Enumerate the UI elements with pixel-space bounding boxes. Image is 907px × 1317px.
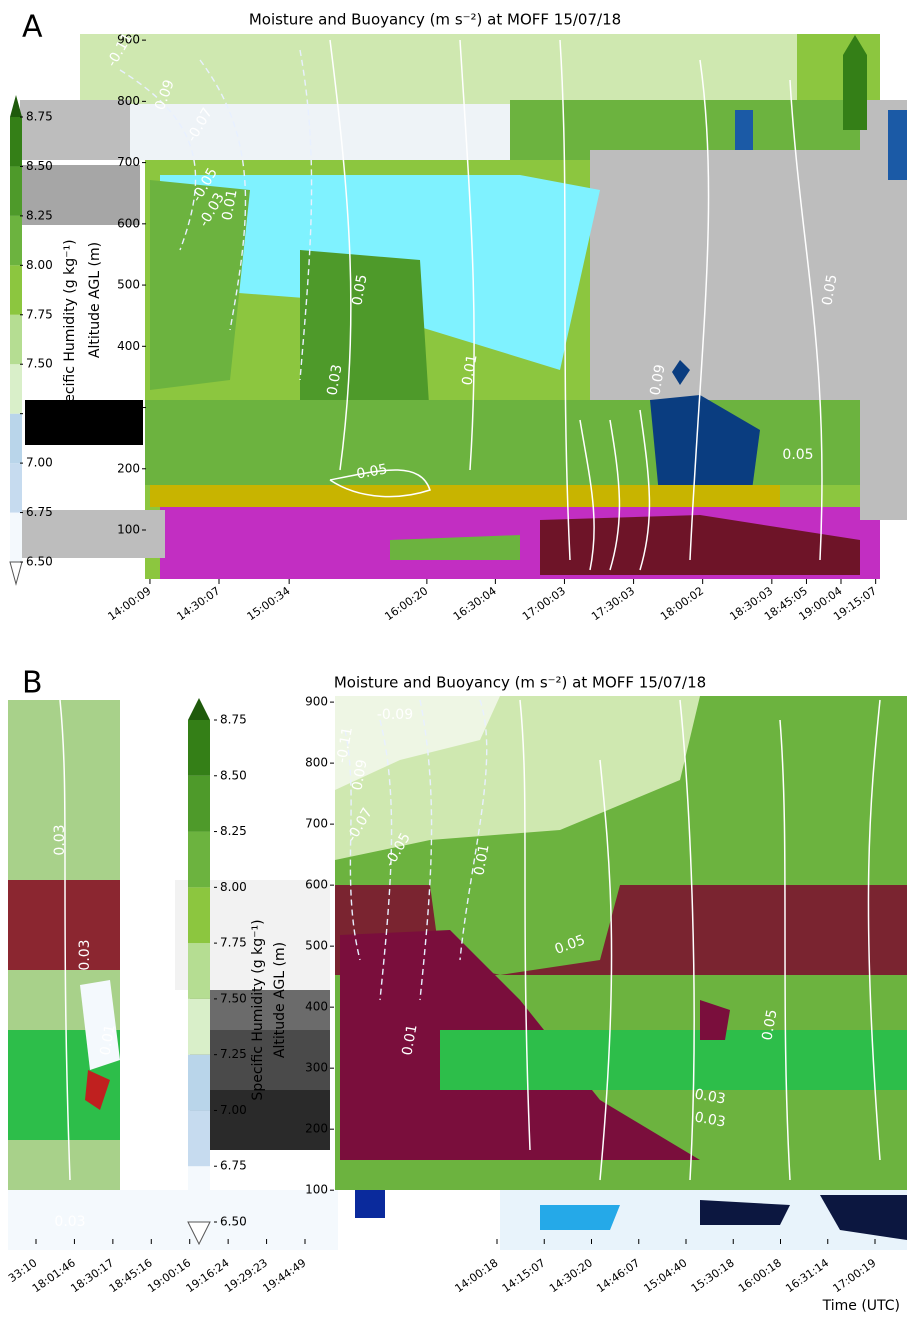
colorbar-tick-label: 7.50	[220, 991, 247, 1005]
x-axis-label: Time (UTC)	[822, 1298, 900, 1314]
contour-label: 0.03	[54, 1214, 85, 1230]
colorbar-tick-label: 8.25	[220, 824, 247, 838]
x-tick-label: 15:00:34	[245, 584, 293, 623]
colorbar-tick-label: 8.25	[26, 208, 53, 222]
y-tick-label: 600	[117, 216, 140, 230]
colorbar-segment	[10, 117, 22, 166]
y-tick-label: 100	[117, 523, 140, 537]
colorbar-extend-max	[188, 698, 210, 720]
y-tick-label: 200	[305, 1122, 328, 1136]
colorbar-segment	[10, 265, 22, 314]
x-tick-label: 16:30:04	[451, 584, 499, 623]
colorbar-segment	[188, 776, 210, 832]
x-tick-label: 16:31:14	[783, 1256, 831, 1295]
panel-b-fields	[8, 696, 907, 1250]
contour-label: 0.03	[77, 939, 93, 970]
panel-letter: A	[22, 10, 43, 45]
colorbar-label: Specific Humidity (g kg⁻¹)	[250, 919, 266, 1100]
y-tick-label: 500	[117, 278, 140, 292]
colorbar-tick-label: 7.75	[26, 307, 53, 321]
colorbar-tick-label: 8.50	[220, 768, 247, 782]
colorbar-tick-label: 6.75	[220, 1159, 247, 1173]
x-tick-label: 18:00:02	[658, 584, 706, 623]
colorbar-segment	[10, 166, 22, 215]
y-axis-label: Altitude AGL (m)	[87, 242, 103, 358]
colorbar-tick-label: 7.00	[220, 1103, 247, 1117]
y-tick-label: 700	[305, 817, 328, 831]
x-tick-label: 16:00:20	[382, 584, 430, 623]
y-tick-label: 500	[305, 939, 328, 953]
x-tick-label: 15:04:40	[642, 1256, 690, 1295]
x-tick-label: 15:30:18	[689, 1256, 737, 1295]
y-tick-label: 300	[305, 1061, 328, 1075]
colorbar-segment	[10, 414, 22, 463]
y-tick-label: 600	[305, 878, 328, 892]
y-tick-label: 800	[305, 756, 328, 770]
x-tick-label: 16:00:18	[736, 1256, 784, 1295]
x-tick-label: 17:00:19	[831, 1256, 879, 1295]
x-tick-label: 14:00:18	[453, 1256, 501, 1295]
colorbar-segment	[188, 1110, 210, 1166]
y-tick-label: 100	[305, 1183, 328, 1197]
colorbar-extend-min	[10, 562, 22, 584]
colorbar-tick-label: 7.75	[220, 936, 247, 950]
colorbar-tick-label: 8.75	[220, 713, 247, 727]
colorbar-tick-label: 6.50	[26, 555, 53, 569]
contour-label: 0.03	[52, 824, 68, 855]
colorbar-tick-label: 8.50	[26, 159, 53, 173]
colorbar-tick-label: 8.75	[26, 110, 53, 124]
x-tick-label: 17:30:03	[589, 584, 637, 623]
chart-title: Moisture and Buoyancy (m s⁻²) at MOFF 15…	[334, 674, 706, 692]
x-tick-label: 14:15:07	[500, 1256, 548, 1295]
colorbar-tick-label: 7.25	[26, 406, 53, 420]
contour-label: 0.05	[782, 447, 813, 463]
y-tick-label: 700	[117, 155, 140, 169]
x-tick-label: 19:44:49	[261, 1256, 309, 1295]
colorbar-tick-label: 8.00	[220, 880, 247, 894]
colorbar-segment	[188, 720, 210, 776]
y-tick-label: 400	[117, 339, 140, 353]
colorbar-segment	[188, 832, 210, 888]
colorbar-tick-label: 7.25	[220, 1047, 247, 1061]
panel-a-fields	[20, 34, 907, 579]
colorbar-tick-label: 8.00	[26, 258, 53, 272]
x-tick-label: 14:30:07	[175, 584, 223, 623]
colorbar-segment	[10, 364, 22, 413]
x-tick-label: 14:00:09	[105, 584, 153, 623]
figure: A Moisture and Buoyancy (m s⁻²) at MOFF 1…	[0, 0, 907, 1317]
colorbar-segment	[10, 216, 22, 265]
y-tick-label: 400	[305, 1000, 328, 1014]
y-axis-label: Altitude AGL (m)	[272, 942, 288, 1058]
y-tick-label: 200	[117, 461, 140, 475]
x-tick-label: 14:30:20	[547, 1256, 595, 1295]
colorbar-segment	[188, 1055, 210, 1111]
colorbar-tick-label: 6.75	[26, 505, 53, 519]
panel-letter: B	[22, 666, 43, 701]
y-tick-label: 800	[117, 94, 140, 108]
colorbar-segment	[188, 887, 210, 943]
contour-label: -0.09	[377, 707, 413, 723]
colorbar-segment	[188, 943, 210, 999]
colorbar-tick-label: 7.00	[26, 456, 53, 470]
colorbar-segment	[10, 513, 22, 562]
colorbar-segment	[188, 999, 210, 1055]
y-tick-label: 300	[117, 400, 140, 414]
colorbar-segment	[10, 315, 22, 364]
colorbar-segment	[10, 463, 22, 512]
colorbar-segment	[188, 1166, 210, 1222]
chart-title: Moisture and Buoyancy (m s⁻²) at MOFF 15…	[249, 11, 621, 29]
colorbar-tick-label: 7.50	[26, 357, 53, 371]
x-tick-label: 14:46:07	[594, 1256, 642, 1295]
x-tick-label: 17:00:03	[520, 584, 568, 623]
colorbar-tick-label: 6.50	[220, 1215, 247, 1229]
y-tick-label: 900	[305, 695, 328, 709]
colorbar-label: Specific Humidity (g kg⁻¹)	[62, 239, 78, 420]
